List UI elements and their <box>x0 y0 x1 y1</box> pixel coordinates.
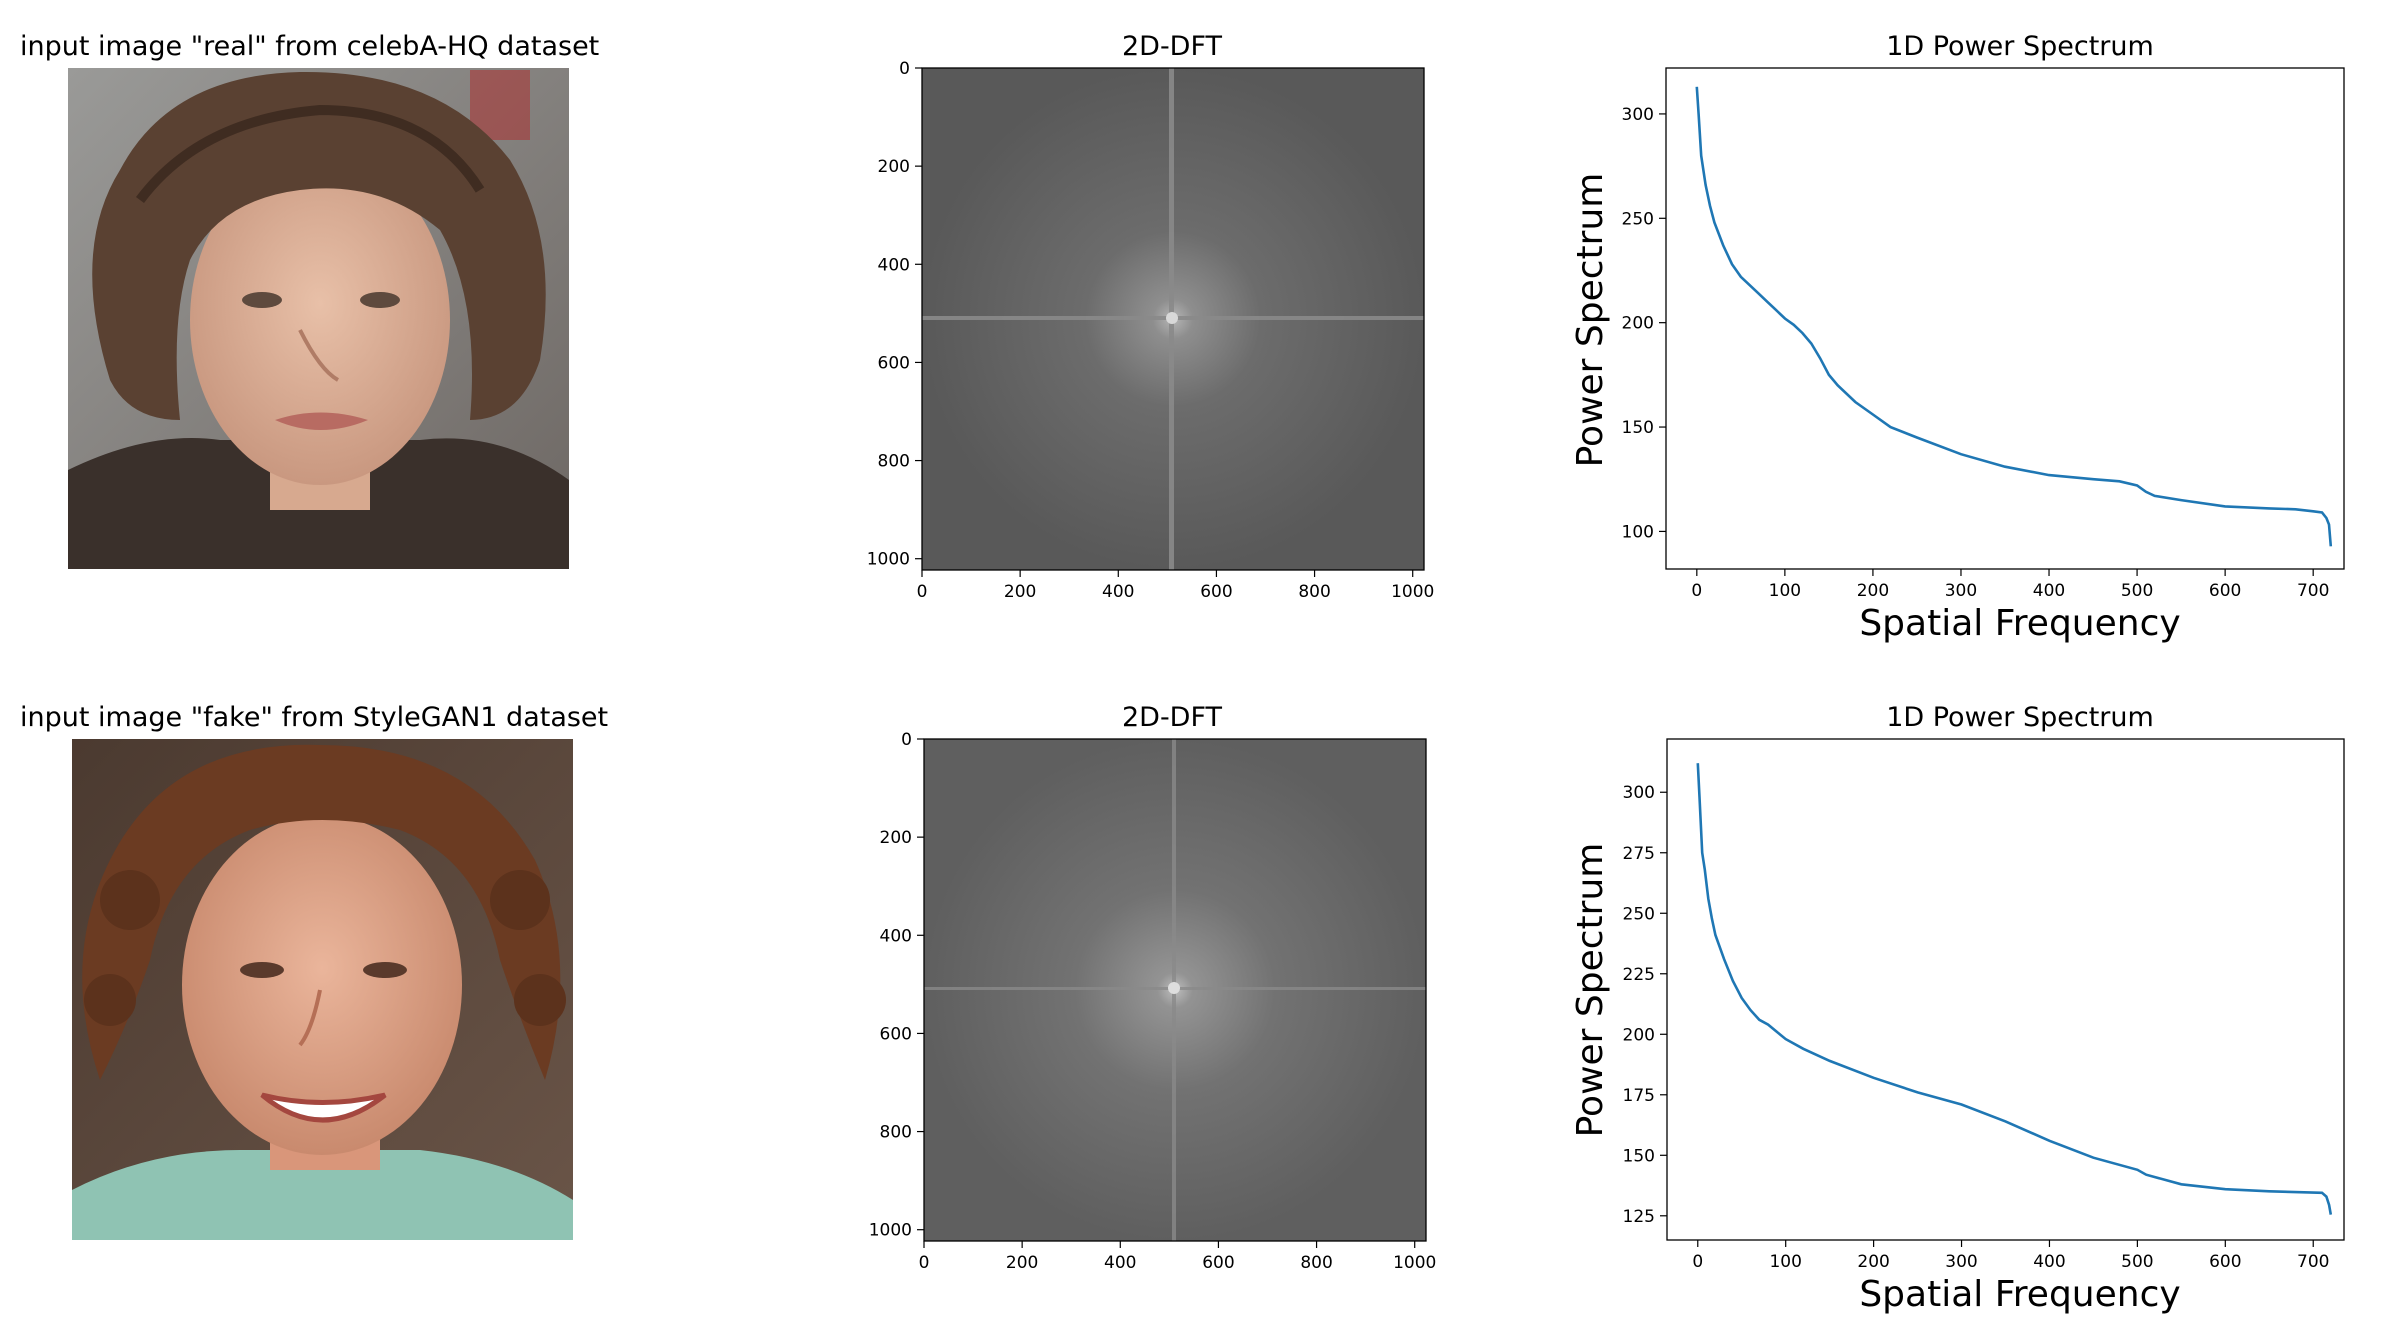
x-tick-label: 700 <box>2297 581 2329 601</box>
face-photo-fake <box>72 739 573 1240</box>
dft-title-real: 2D-DFT <box>1122 31 1223 62</box>
x-tick-label: 1000 <box>1393 1253 1436 1273</box>
photo-title-fake: input image "fake" from StyleGAN1 datase… <box>20 702 608 733</box>
y-tick-label: 250 <box>1623 904 1655 924</box>
y-tick-label: 275 <box>1623 844 1655 864</box>
x-tick-label: 0 <box>1691 581 1702 601</box>
x-tick-label: 0 <box>1692 1252 1703 1272</box>
y-tick-label: 150 <box>1622 418 1654 438</box>
x-tick-label: 0 <box>919 1253 930 1273</box>
ylabel-real: Power Spectrum <box>1570 173 1611 468</box>
xlabel-fake: Spatial Frequency <box>1859 1274 2180 1315</box>
y-tick-label: 400 <box>880 926 912 946</box>
x-tick-label: 0 <box>917 582 928 602</box>
y-tick-label: 600 <box>878 353 910 373</box>
face-photo-real <box>68 68 569 569</box>
y-tick-label: 200 <box>880 828 912 848</box>
y-tick-label: 800 <box>880 1123 912 1143</box>
x-tick-label: 800 <box>1300 1253 1332 1273</box>
x-tick-label: 300 <box>1945 1252 1977 1272</box>
x-tick-label: 600 <box>1200 582 1232 602</box>
x-tick-label: 200 <box>1857 1252 1889 1272</box>
x-tick-label: 800 <box>1298 582 1330 602</box>
y-tick-label: 600 <box>880 1024 912 1044</box>
y-tick-label: 300 <box>1622 105 1654 125</box>
y-tick-label: 300 <box>1623 783 1655 803</box>
x-tick-label: 400 <box>2033 581 2065 601</box>
x-tick-label: 400 <box>2033 1252 2065 1272</box>
x-tick-label: 400 <box>1104 1253 1136 1273</box>
x-tick-label: 400 <box>1102 582 1134 602</box>
x-tick-label: 500 <box>2121 1252 2153 1272</box>
spectrum-line-fake <box>1696 763 2333 1215</box>
y-tick-label: 125 <box>1623 1207 1655 1227</box>
x-tick-label: 100 <box>1769 1252 1801 1272</box>
y-tick-label: 150 <box>1623 1146 1655 1166</box>
y-tick-label: 200 <box>1622 314 1654 334</box>
y-tick-label: 1000 <box>869 1221 912 1241</box>
x-tick-label: 100 <box>1769 581 1801 601</box>
x-tick-label: 200 <box>1004 582 1036 602</box>
y-tick-label: 100 <box>1622 522 1654 542</box>
dft-center-peak <box>1166 312 1178 324</box>
x-tick-label: 300 <box>1945 581 1977 601</box>
x-tick-label: 200 <box>1006 1253 1038 1273</box>
spectrum-title-fake: 1D Power Spectrum <box>1886 702 2154 733</box>
x-tick-label: 600 <box>1202 1253 1234 1273</box>
spectrum-title-real: 1D Power Spectrum <box>1886 31 2154 62</box>
spectrum-frame-real <box>1665 67 2345 570</box>
dft-center-peak <box>1168 982 1180 994</box>
y-tick-label: 200 <box>878 157 910 177</box>
photo-title-real: input image "real" from celebA-HQ datase… <box>20 31 599 62</box>
x-tick-label: 600 <box>2209 581 2241 601</box>
x-tick-label: 600 <box>2209 1252 2241 1272</box>
y-tick-label: 250 <box>1622 209 1654 229</box>
dft-heatmap-real <box>921 67 1425 571</box>
spectrum-frame-fake <box>1666 738 2345 1241</box>
y-tick-label: 0 <box>901 730 912 750</box>
y-tick-label: 0 <box>899 59 910 79</box>
x-tick-label: 1000 <box>1391 582 1434 602</box>
y-tick-label: 1000 <box>867 550 910 570</box>
y-tick-label: 225 <box>1623 965 1655 985</box>
y-tick-label: 200 <box>1623 1025 1655 1045</box>
y-tick-label: 175 <box>1623 1086 1655 1106</box>
spectrum-line-real <box>1695 86 2333 547</box>
y-tick-label: 800 <box>878 452 910 472</box>
y-tick-label: 400 <box>878 255 910 275</box>
xlabel-real: Spatial Frequency <box>1859 603 2180 644</box>
x-tick-label: 200 <box>1857 581 1889 601</box>
ylabel-fake: Power Spectrum <box>1570 843 1611 1138</box>
dft-title-fake: 2D-DFT <box>1122 702 1223 733</box>
dft-heatmap-fake <box>923 738 1427 1242</box>
x-tick-label: 700 <box>2297 1252 2329 1272</box>
x-tick-label: 500 <box>2121 581 2153 601</box>
